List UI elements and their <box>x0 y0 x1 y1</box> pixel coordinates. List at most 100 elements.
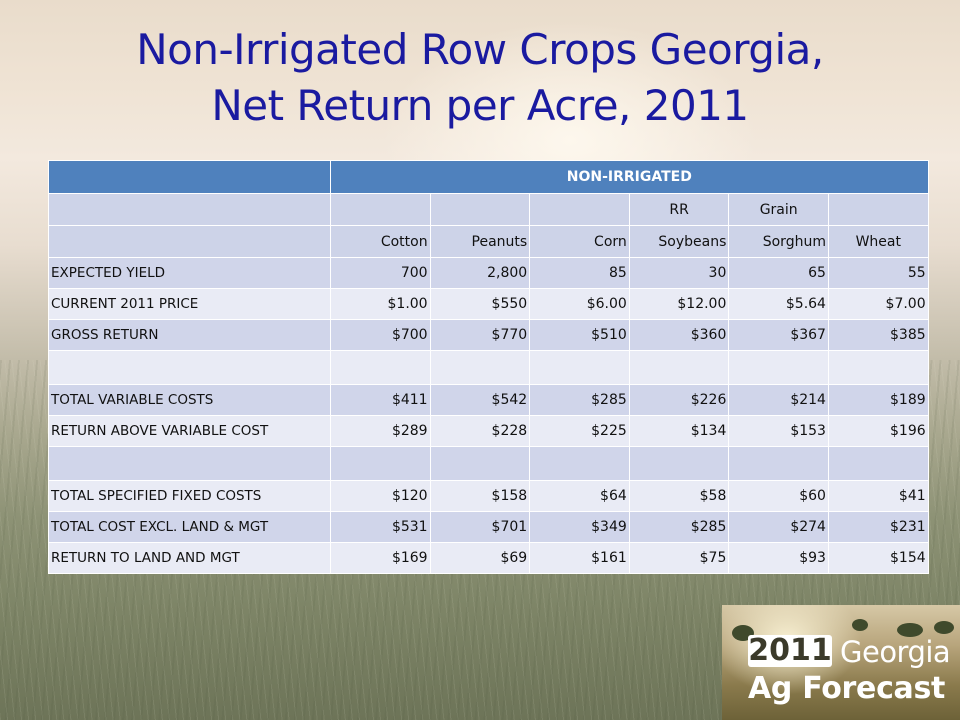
crop-budget-table: NON-IRRIGATED RR Grain Cotton Peanuts Co… <box>48 160 929 574</box>
cell-value: $69 <box>429 542 531 574</box>
slide-title-line-1: Non-Irrigated Row Crops Georgia, <box>136 25 824 74</box>
cell-value: $64 <box>529 480 630 512</box>
row-label: EXPECTED YIELD <box>48 257 331 289</box>
cell-value: 65 <box>728 257 829 289</box>
empty-cell <box>728 446 829 481</box>
header-cell <box>827 193 929 226</box>
logo-year-box <box>748 635 832 667</box>
empty-cell <box>827 446 929 481</box>
band-empty-cell <box>48 160 331 194</box>
cell-value: $134 <box>628 415 730 447</box>
cell-value: $120 <box>330 480 431 512</box>
cell-value: $60 <box>728 480 829 512</box>
empty-cell <box>48 446 331 481</box>
cell-value: 30 <box>628 257 730 289</box>
cell-value: $161 <box>529 542 630 574</box>
table-row: EXPECTED YIELD 700 2,800 85 30 65 55 <box>48 257 929 289</box>
header-cell: Grain <box>728 193 829 226</box>
cell-value: $93 <box>728 542 829 574</box>
cell-value: $154 <box>827 542 929 574</box>
cell-value: $6.00 <box>529 288 630 320</box>
header-wheat: Wheat <box>827 225 929 258</box>
empty-cell <box>529 350 630 385</box>
cell-value: $189 <box>827 384 929 416</box>
cell-value: $510 <box>529 319 630 351</box>
table-row: TOTAL COST EXCL. LAND & MGT $531 $701 $3… <box>48 511 929 543</box>
empty-cell <box>628 446 730 481</box>
empty-cell <box>330 446 431 481</box>
cell-value: $542 <box>429 384 531 416</box>
header-peanuts: Peanuts <box>429 225 531 258</box>
cell-value: $5.64 <box>728 288 829 320</box>
tree-icon <box>897 623 923 637</box>
tree-icon <box>934 621 954 634</box>
table-row: RETURN ABOVE VARIABLE COST $289 $228 $22… <box>48 415 929 447</box>
cell-value: $228 <box>429 415 531 447</box>
cell-value: $550 <box>429 288 531 320</box>
row-label: TOTAL COST EXCL. LAND & MGT <box>48 511 331 543</box>
slide-title-line-2: Net Return per Acre, 2011 <box>211 81 749 130</box>
cell-value: $158 <box>429 480 531 512</box>
table-row: TOTAL SPECIFIED FIXED COSTS $120 $158 $6… <box>48 480 929 512</box>
cell-value: $349 <box>529 511 630 543</box>
empty-cell <box>429 350 531 385</box>
logo-subtitle: Ag Forecast <box>748 671 946 706</box>
cell-value: $285 <box>628 511 730 543</box>
empty-cell <box>429 446 531 481</box>
cell-value: $12.00 <box>628 288 730 320</box>
row-label: TOTAL SPECIFIED FIXED COSTS <box>48 480 331 512</box>
header-cotton: Cotton <box>330 225 431 258</box>
row-label: RETURN TO LAND AND MGT <box>48 542 331 574</box>
cell-value: $274 <box>728 511 829 543</box>
cell-value: $214 <box>728 384 829 416</box>
cell-value: $231 <box>827 511 929 543</box>
cell-value: $41 <box>827 480 929 512</box>
cell-value: $289 <box>330 415 431 447</box>
cell-value: $700 <box>330 319 431 351</box>
empty-cell <box>827 350 929 385</box>
cell-value: 55 <box>827 257 929 289</box>
empty-cell <box>628 350 730 385</box>
table-band-row: NON-IRRIGATED <box>48 160 929 194</box>
cell-value: $385 <box>827 319 929 351</box>
cell-value: $196 <box>827 415 929 447</box>
cell-value: $531 <box>330 511 431 543</box>
header-cell: RR <box>628 193 730 226</box>
cell-value: 85 <box>529 257 630 289</box>
header-cell <box>48 193 331 226</box>
cell-value: $701 <box>429 511 531 543</box>
slide-title: Non-Irrigated Row Crops Georgia, Net Ret… <box>0 22 960 134</box>
header-row-1: RR Grain <box>48 193 929 226</box>
cell-value: $360 <box>628 319 730 351</box>
header-cell <box>529 193 630 226</box>
row-label: TOTAL VARIABLE COSTS <box>48 384 331 416</box>
cell-value: $58 <box>628 480 730 512</box>
cell-value: $225 <box>529 415 630 447</box>
cell-value: $770 <box>429 319 531 351</box>
cell-value: 700 <box>330 257 431 289</box>
empty-cell <box>330 350 431 385</box>
logo-year: 2011 <box>748 633 832 668</box>
cell-value: $1.00 <box>330 288 431 320</box>
cell-value: $7.00 <box>827 288 929 320</box>
empty-cell <box>529 446 630 481</box>
header-cell <box>330 193 431 226</box>
table-row: GROSS RETURN $700 $770 $510 $360 $367 $3… <box>48 319 929 351</box>
tree-icon <box>852 619 868 631</box>
cell-value: $169 <box>330 542 431 574</box>
row-label: RETURN ABOVE VARIABLE COST <box>48 415 331 447</box>
ag-forecast-logo: 2011 Georgia Ag Forecast <box>722 605 960 720</box>
logo-state: Georgia <box>840 635 951 669</box>
empty-cell <box>728 350 829 385</box>
cell-value: 2,800 <box>429 257 531 289</box>
row-label: CURRENT 2011 PRICE <box>48 288 331 320</box>
header-soybeans: Soybeans <box>628 225 730 258</box>
cell-value: $153 <box>728 415 829 447</box>
cell-value: $75 <box>628 542 730 574</box>
spacer-row <box>48 350 929 385</box>
cell-value: $226 <box>628 384 730 416</box>
band-label: NON-IRRIGATED <box>330 160 929 194</box>
header-corn: Corn <box>529 225 630 258</box>
row-label: GROSS RETURN <box>48 319 331 351</box>
header-row-2: Cotton Peanuts Corn Soybeans Sorghum Whe… <box>48 225 929 258</box>
